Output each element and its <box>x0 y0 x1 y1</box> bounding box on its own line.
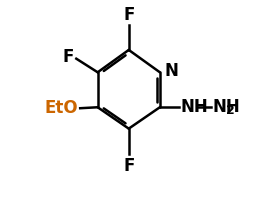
Text: F: F <box>123 6 134 24</box>
Text: EtO: EtO <box>45 99 78 117</box>
Text: N: N <box>164 62 178 80</box>
Text: NH: NH <box>180 98 208 116</box>
Text: NH: NH <box>212 98 240 116</box>
Text: F: F <box>62 48 73 66</box>
Text: 2: 2 <box>226 104 234 117</box>
Text: F: F <box>123 157 134 175</box>
